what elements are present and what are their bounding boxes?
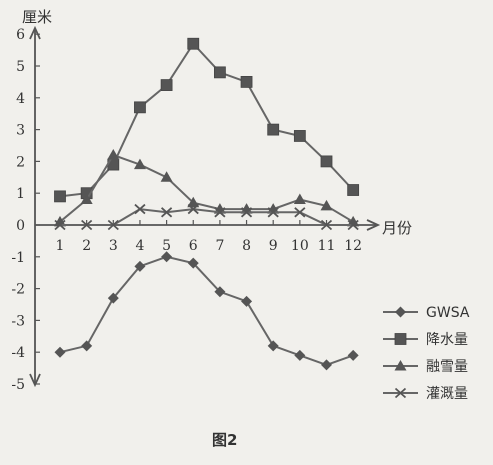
legend-label: GWSA — [426, 305, 470, 321]
x-tick-label: 1 — [56, 238, 65, 254]
x-tick-label: 2 — [82, 238, 91, 254]
data-point — [267, 207, 279, 218]
y-tick-label: -3 — [11, 313, 25, 329]
data-point — [54, 215, 66, 227]
data-point — [347, 219, 359, 231]
x-tick-label: 12 — [344, 238, 362, 254]
x-axis-arrow — [366, 219, 381, 231]
data-point — [107, 292, 119, 304]
data-point — [347, 215, 360, 227]
data-point — [213, 66, 226, 79]
data-point — [160, 171, 173, 182]
data-point — [214, 207, 226, 218]
data-point — [294, 207, 306, 218]
x-tick-label: 5 — [162, 238, 171, 254]
x-tick-label: 11 — [318, 238, 336, 254]
series-line — [60, 208, 354, 226]
data-point — [240, 207, 253, 218]
series-gwsa — [54, 251, 359, 371]
data-point — [240, 203, 253, 214]
y-axis-arrow-bottom — [29, 373, 41, 388]
x-tick-label: 6 — [189, 238, 198, 254]
legend-label: 灌溉量 — [426, 386, 468, 402]
data-point — [161, 251, 173, 263]
legend-marker — [394, 360, 407, 371]
legend-item: 灌溉量 — [383, 386, 468, 402]
y-tick-label: 4 — [16, 91, 25, 107]
data-point — [160, 79, 173, 91]
data-point — [294, 349, 306, 361]
data-point — [54, 190, 66, 203]
y-tick-label: 3 — [16, 123, 25, 139]
y-tick-label: 0 — [16, 218, 25, 234]
data-point — [214, 286, 226, 298]
x-tick-label: 3 — [109, 238, 118, 254]
x-tick-label: 7 — [215, 238, 224, 254]
y-tick-label: -4 — [11, 345, 25, 361]
data-point — [80, 193, 93, 205]
legend-label: 降水量 — [426, 332, 468, 348]
legend-marker — [395, 306, 406, 318]
y-tick-label: 1 — [16, 186, 25, 202]
data-point — [293, 130, 306, 142]
data-point — [347, 184, 360, 196]
data-point — [293, 193, 306, 205]
y-axis-label: 厘米 — [22, 8, 52, 26]
y-tick-label: 5 — [16, 59, 25, 75]
legend-label: 融雪量 — [426, 359, 468, 375]
y-tick-label: 2 — [16, 154, 25, 170]
data-point — [134, 260, 146, 272]
data-point — [160, 207, 173, 218]
x-tick-label: 4 — [135, 238, 144, 254]
data-point — [267, 123, 280, 136]
series-line — [59, 42, 354, 198]
data-point — [133, 158, 146, 170]
data-point — [240, 76, 253, 88]
legend-marker — [394, 387, 407, 399]
data-point — [187, 203, 199, 215]
x-axis-label: 月份 — [382, 219, 412, 237]
x-tick-label: 8 — [242, 238, 251, 254]
data-point — [134, 203, 146, 215]
figure-caption: 图2 — [212, 431, 237, 449]
data-point — [81, 219, 93, 231]
y-axis-arrow-top — [29, 25, 41, 40]
series-snowmelt — [54, 149, 360, 227]
y-tick-label: -2 — [11, 282, 25, 298]
data-point — [81, 340, 93, 352]
y-tick-label: -1 — [11, 250, 25, 266]
legend-item: 融雪量 — [383, 359, 468, 375]
x-tick-label: 9 — [269, 238, 278, 254]
x-tick-label: 10 — [291, 238, 309, 254]
data-point — [321, 359, 332, 371]
data-point — [54, 346, 66, 358]
data-point — [187, 257, 199, 269]
data-point — [241, 295, 253, 307]
y-tick-label: 6 — [16, 27, 25, 43]
series-line — [59, 153, 354, 223]
data-point — [267, 203, 280, 214]
legend-item: 降水量 — [383, 332, 468, 348]
data-point — [187, 196, 200, 208]
data-point — [54, 219, 66, 231]
data-point — [347, 349, 359, 361]
legend-item: GWSA — [383, 305, 470, 321]
data-point — [267, 340, 279, 352]
data-point — [107, 219, 119, 231]
data-point — [134, 101, 146, 114]
series-line — [59, 255, 354, 366]
series-layer — [54, 37, 360, 371]
data-point — [320, 199, 333, 211]
data-point — [320, 219, 333, 231]
series-irrigation — [54, 203, 359, 231]
data-point — [320, 155, 333, 168]
legend-marker — [394, 333, 407, 345]
y-tick-label: -5 — [11, 377, 25, 393]
data-point — [107, 149, 120, 160]
data-point — [187, 37, 200, 50]
